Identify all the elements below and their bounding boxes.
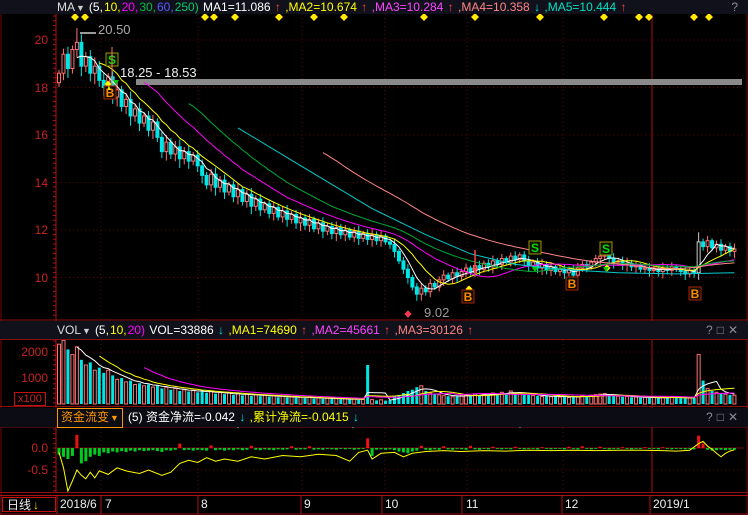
close-icon[interactable]: ✕ [727,323,742,337]
header-segment: 60, [157,0,174,14]
signal-letter: B [464,290,473,304]
signal-letter: B [691,287,700,301]
signal-box [461,289,475,304]
header-segment: ↑ [467,323,474,337]
header-segment: 20, [121,0,139,14]
header-segment: ↑ [384,323,391,337]
axis-tick-label: 18 [34,80,48,95]
header-segment: ↑ [301,323,308,337]
window-border-right [746,0,748,515]
header-segment: ,MA5=10.444 [541,0,620,14]
volume-pane-header: VOL▼ (5,10,20) VOL=33886 ↓ ,MA1=74690 ↑ … [0,321,748,339]
signal-box [565,276,579,291]
signal-letter: S [602,242,610,256]
header-segment: MA1=11.086 [199,0,274,14]
price-ma-lines [76,55,735,290]
header-segment: ↓ [534,0,541,14]
header-segment: ↑ [447,0,454,14]
flow-pane-header: 资金流变▼ (5) 资金净流=-0.042 ↓ ,累计净流=-0.0415 ↓ … [0,407,748,428]
time-axis-label: 2018/6 [60,497,97,511]
time-axis-label: 2019/1 [653,497,690,511]
signal-box [599,241,613,256]
period-selector[interactable]: 日线 ↓ [2,497,56,512]
header-segment: 10, [109,323,127,337]
header-segment: 30, [139,0,156,14]
cumulative-flow-line [58,440,735,493]
header-segment: 250) [174,0,199,14]
axis-tick-label: -0.5 [27,463,48,477]
axis-tick-label: 1000 [21,371,48,385]
axis-tick-label: 16 [34,128,48,142]
axis-tick-label: 12 [34,223,48,237]
maximize-icon[interactable]: □ [716,410,728,424]
price-pane-header: MA▼ (5,10,20,30,60,250) MA1=11.086 ↑ ,MA… [0,0,748,14]
signal-letter: B [106,86,115,100]
time-axis-label: 12 [565,497,579,511]
time-axis-label: 11 [466,497,479,511]
header-segment: ,MA3=30126 [391,323,467,337]
help-icon[interactable]: ? [706,323,717,337]
price-annotation: 20.50 [98,22,131,37]
header-segment: ,MA2=10.674 [281,0,361,14]
header-segment: (5, [88,0,103,14]
time-axis-label: 9 [304,497,311,511]
header-segment: ↑ [274,0,281,14]
signal-letter: S [531,241,539,255]
axis-tick-label: 10 [34,270,48,285]
chevron-down-icon: ▼ [110,412,119,423]
header-segment: ,MA2=45661 [308,323,384,337]
vol-dropdown[interactable]: VOL▼ [57,322,91,337]
arrow-down-icon: ↓ [33,497,40,512]
header-segment: ,MA1=74690 [225,323,301,337]
header-segment: (5) 资金净流=-0.042 [127,410,239,424]
volume-ma-lines [76,346,735,401]
time-axis-label: 8 [201,497,208,511]
header-segment: ,累计净流=-0.0415 [246,410,353,424]
axis-tick-label: 2000 [21,345,48,359]
price-range-band [136,79,742,85]
volume-unit-label: x100 [14,392,46,406]
header-segment: ,MA4=10.358 [454,0,534,14]
help-icon[interactable]: ? [706,410,717,424]
price-annotation: 9.02 [424,305,449,320]
header-segment: 10, [103,0,121,14]
time-axis-label: 7 [105,497,112,511]
price-annotation: 18.25 - 18.53 [120,65,197,80]
header-segment: ↓ [218,323,225,337]
volume-series [57,339,737,405]
flow-indicator-dropdown[interactable]: 资金流变▼ [57,407,123,428]
axis-tick-label: 0.0 [31,441,48,455]
axis-tick-label: 14 [34,175,48,190]
period-label: 日线 [7,498,32,512]
maximize-icon[interactable]: □ [716,323,728,337]
chevron-down-icon: ▼ [82,325,91,336]
header-segment: ↑ [620,0,627,14]
time-axis-label: 10 [385,497,399,511]
close-icon[interactable]: ✕ [727,410,742,424]
header-segment: ↓ [353,410,360,424]
window-border-left [0,0,2,515]
signal-letter: B [568,277,577,291]
header-segment: ↑ [361,0,368,14]
header-segment: VOL=33886 [145,323,218,337]
signal-box [688,286,702,301]
header-segment: (5, [94,323,109,337]
ma-dropdown[interactable]: MA▼ [57,0,85,14]
fund-flow-series [57,434,744,493]
axis-tick-label: 20 [34,33,48,47]
header-segment: ,MA3=10.284 [368,0,447,14]
help-icon[interactable]: ? [731,0,742,14]
header-segment: ↓ [239,410,246,424]
signal-box [103,85,117,100]
chevron-down-icon: ▼ [76,2,85,13]
signal-box [528,240,542,255]
annotations: 20.50 18.25 - 18.53 9.02 [98,22,449,320]
header-segment: 20) [127,323,145,337]
candlestick-series [57,28,737,301]
